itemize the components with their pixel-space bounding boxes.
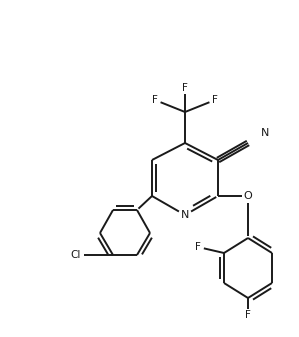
Text: F: F [152, 95, 158, 105]
Text: N: N [261, 128, 269, 138]
Text: F: F [212, 95, 218, 105]
Text: F: F [195, 242, 201, 252]
Text: O: O [244, 191, 252, 201]
Text: Cl: Cl [71, 250, 81, 260]
Text: F: F [182, 83, 188, 93]
Text: N: N [181, 210, 189, 220]
Text: F: F [245, 310, 251, 320]
